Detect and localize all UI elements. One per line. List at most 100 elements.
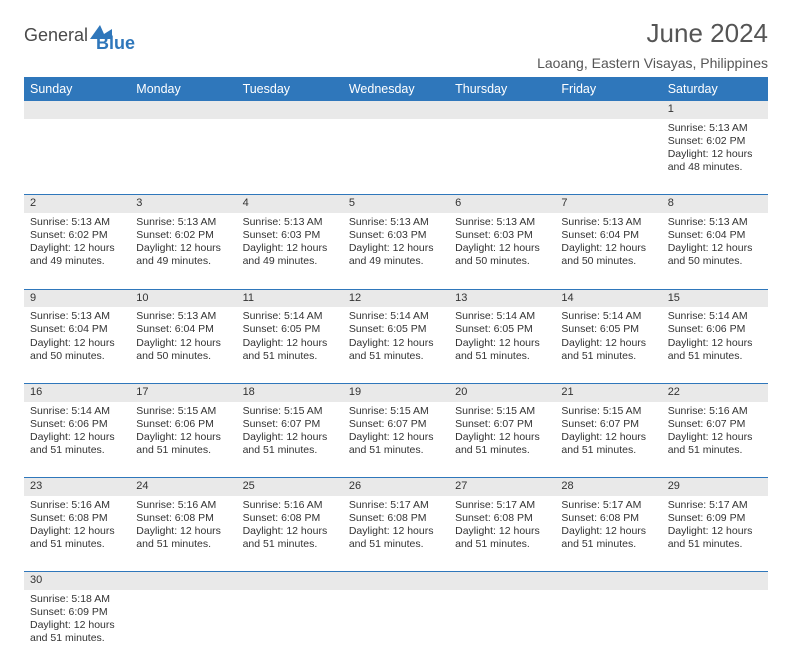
day-number: 24 xyxy=(130,478,236,496)
day-number-empty xyxy=(662,572,768,590)
day-number-empty xyxy=(130,572,236,590)
day-cell-empty xyxy=(24,119,130,195)
day-info-line: and 51 minutes. xyxy=(349,350,443,363)
day-info-line: Daylight: 12 hours xyxy=(243,242,337,255)
day-number: 5 xyxy=(343,195,449,213)
day-info-line: Sunrise: 5:13 AM xyxy=(30,310,124,323)
day-number-empty xyxy=(449,572,555,590)
day-number-empty xyxy=(343,572,449,590)
day-info-line: Sunrise: 5:13 AM xyxy=(136,216,230,229)
day-cell-empty xyxy=(343,590,449,666)
day-info-line: Sunset: 6:07 PM xyxy=(243,418,337,431)
day-info-line: Sunset: 6:08 PM xyxy=(349,512,443,525)
day-cell: Sunrise: 5:13 AMSunset: 6:03 PMDaylight:… xyxy=(237,213,343,289)
day-cell: Sunrise: 5:14 AMSunset: 6:05 PMDaylight:… xyxy=(555,307,661,383)
day-number-empty xyxy=(343,101,449,119)
day-info-line: Daylight: 12 hours xyxy=(455,525,549,538)
day-number: 3 xyxy=(130,195,236,213)
day-info-line: Sunset: 6:09 PM xyxy=(30,606,124,619)
day-info-line: Sunset: 6:07 PM xyxy=(561,418,655,431)
day-info-line: Sunset: 6:08 PM xyxy=(30,512,124,525)
day-number: 19 xyxy=(343,383,449,401)
day-info-line: Daylight: 12 hours xyxy=(136,242,230,255)
day-info-line: Daylight: 12 hours xyxy=(561,337,655,350)
day-number: 4 xyxy=(237,195,343,213)
day-number: 7 xyxy=(555,195,661,213)
day-info-line: Sunset: 6:03 PM xyxy=(455,229,549,242)
day-number: 9 xyxy=(24,289,130,307)
day-info-line: Sunset: 6:07 PM xyxy=(668,418,762,431)
day-cell: Sunrise: 5:13 AMSunset: 6:03 PMDaylight:… xyxy=(343,213,449,289)
day-info-line: and 48 minutes. xyxy=(668,161,762,174)
day-info-line: Sunset: 6:02 PM xyxy=(668,135,762,148)
day-info-line: Daylight: 12 hours xyxy=(455,337,549,350)
day-cell: Sunrise: 5:17 AMSunset: 6:08 PMDaylight:… xyxy=(555,496,661,572)
weekday-header: Thursday xyxy=(449,77,555,101)
detail-row: Sunrise: 5:16 AMSunset: 6:08 PMDaylight:… xyxy=(24,496,768,572)
day-number: 28 xyxy=(555,478,661,496)
day-info-line: Daylight: 12 hours xyxy=(455,242,549,255)
weekday-header: Friday xyxy=(555,77,661,101)
day-info-line: and 51 minutes. xyxy=(455,444,549,457)
day-info-line: Sunset: 6:04 PM xyxy=(30,323,124,336)
logo: General Blue xyxy=(24,18,135,52)
day-info-line: and 51 minutes. xyxy=(349,538,443,551)
day-number: 29 xyxy=(662,478,768,496)
day-info-line: and 51 minutes. xyxy=(243,350,337,363)
day-info-line: Sunrise: 5:16 AM xyxy=(243,499,337,512)
day-info-line: Sunrise: 5:17 AM xyxy=(668,499,762,512)
day-info-line: Daylight: 12 hours xyxy=(30,431,124,444)
day-info-line: Sunrise: 5:13 AM xyxy=(668,216,762,229)
day-info-line: Daylight: 12 hours xyxy=(30,242,124,255)
day-number-empty xyxy=(237,572,343,590)
day-number: 23 xyxy=(24,478,130,496)
day-cell: Sunrise: 5:13 AMSunset: 6:04 PMDaylight:… xyxy=(130,307,236,383)
day-info-line: Sunset: 6:05 PM xyxy=(455,323,549,336)
daynum-row: 2345678 xyxy=(24,195,768,213)
day-cell: Sunrise: 5:13 AMSunset: 6:04 PMDaylight:… xyxy=(555,213,661,289)
weekday-header: Wednesday xyxy=(343,77,449,101)
day-info-line: and 51 minutes. xyxy=(668,444,762,457)
day-info-line: and 51 minutes. xyxy=(561,538,655,551)
day-number: 8 xyxy=(662,195,768,213)
day-cell: Sunrise: 5:14 AMSunset: 6:05 PMDaylight:… xyxy=(449,307,555,383)
day-info-line: and 51 minutes. xyxy=(561,444,655,457)
day-number: 6 xyxy=(449,195,555,213)
day-number: 21 xyxy=(555,383,661,401)
day-info-line: Sunset: 6:05 PM xyxy=(349,323,443,336)
day-info-line: Sunrise: 5:13 AM xyxy=(136,310,230,323)
day-info-line: Sunrise: 5:18 AM xyxy=(30,593,124,606)
day-info-line: and 51 minutes. xyxy=(30,538,124,551)
day-info-line: Sunset: 6:03 PM xyxy=(349,229,443,242)
day-cell: Sunrise: 5:13 AMSunset: 6:02 PMDaylight:… xyxy=(662,119,768,195)
day-info-line: Daylight: 12 hours xyxy=(30,337,124,350)
day-number: 22 xyxy=(662,383,768,401)
day-info-line: and 51 minutes. xyxy=(30,444,124,457)
logo-text-general: General xyxy=(24,26,88,44)
day-cell-empty xyxy=(130,119,236,195)
day-info-line: Sunrise: 5:14 AM xyxy=(243,310,337,323)
day-number: 13 xyxy=(449,289,555,307)
day-info-line: Sunrise: 5:16 AM xyxy=(30,499,124,512)
day-number: 1 xyxy=(662,101,768,119)
month-title: June 2024 xyxy=(537,18,768,49)
day-number: 11 xyxy=(237,289,343,307)
day-number: 17 xyxy=(130,383,236,401)
day-info-line: Daylight: 12 hours xyxy=(136,525,230,538)
daynum-row: 9101112131415 xyxy=(24,289,768,307)
day-info-line: Sunset: 6:05 PM xyxy=(561,323,655,336)
day-number: 26 xyxy=(343,478,449,496)
day-number-empty xyxy=(130,101,236,119)
day-info-line: Sunrise: 5:13 AM xyxy=(668,122,762,135)
day-cell-empty xyxy=(343,119,449,195)
day-info-line: Sunset: 6:08 PM xyxy=(243,512,337,525)
weekday-header: Saturday xyxy=(662,77,768,101)
day-cell-empty xyxy=(662,590,768,666)
day-number: 18 xyxy=(237,383,343,401)
day-cell: Sunrise: 5:17 AMSunset: 6:08 PMDaylight:… xyxy=(449,496,555,572)
day-cell: Sunrise: 5:15 AMSunset: 6:07 PMDaylight:… xyxy=(343,402,449,478)
day-cell-empty xyxy=(449,590,555,666)
day-cell: Sunrise: 5:18 AMSunset: 6:09 PMDaylight:… xyxy=(24,590,130,666)
detail-row: Sunrise: 5:13 AMSunset: 6:02 PMDaylight:… xyxy=(24,119,768,195)
day-cell: Sunrise: 5:17 AMSunset: 6:08 PMDaylight:… xyxy=(343,496,449,572)
